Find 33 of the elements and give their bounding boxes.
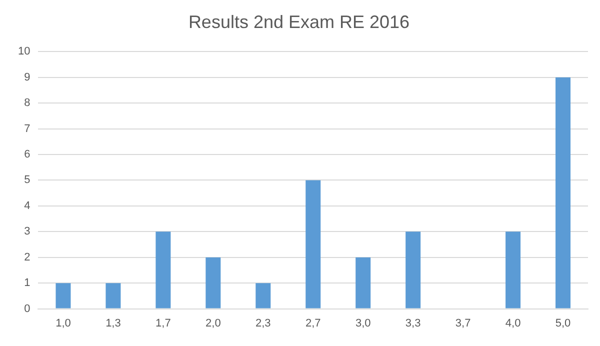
bar [156,232,171,308]
x-tick-label: 4,0 [505,317,521,330]
bar [356,257,371,308]
x-tick-label: 3,0 [355,317,371,330]
y-tick-label: 7 [24,122,30,135]
x-tick-label: 1,3 [106,317,121,330]
bar [506,232,521,308]
y-tick-label: 3 [24,226,30,238]
bar [406,232,421,308]
x-tick-label: 2,7 [305,317,321,330]
y-tick-label: 8 [24,97,30,110]
y-tick-label: 6 [24,148,30,161]
x-tick-label: 1,7 [156,317,171,330]
y-tick-label: 10 [18,46,30,58]
bar [56,283,71,308]
x-tick-label: 3,3 [405,317,421,330]
bar [556,77,571,308]
x-tick-label: 3,7 [455,317,471,330]
y-tick-label: 5 [24,174,30,186]
y-tick-label: 2 [24,251,30,264]
bar [106,283,121,308]
bar [206,257,221,308]
y-tick-label: 9 [24,71,30,84]
x-tick-label: 2,3 [255,317,271,330]
y-tick-label: 1 [24,277,30,290]
bar [256,283,271,308]
y-tick-label: 0 [24,302,30,315]
x-tick-label: 1,0 [56,317,71,330]
bar [306,180,321,308]
x-tick-label: 2,0 [206,317,221,330]
y-tick-label: 4 [24,200,30,212]
x-tick-label: 5,0 [555,317,571,330]
chart-title: Results 2nd Exam RE 2016 [188,12,410,32]
